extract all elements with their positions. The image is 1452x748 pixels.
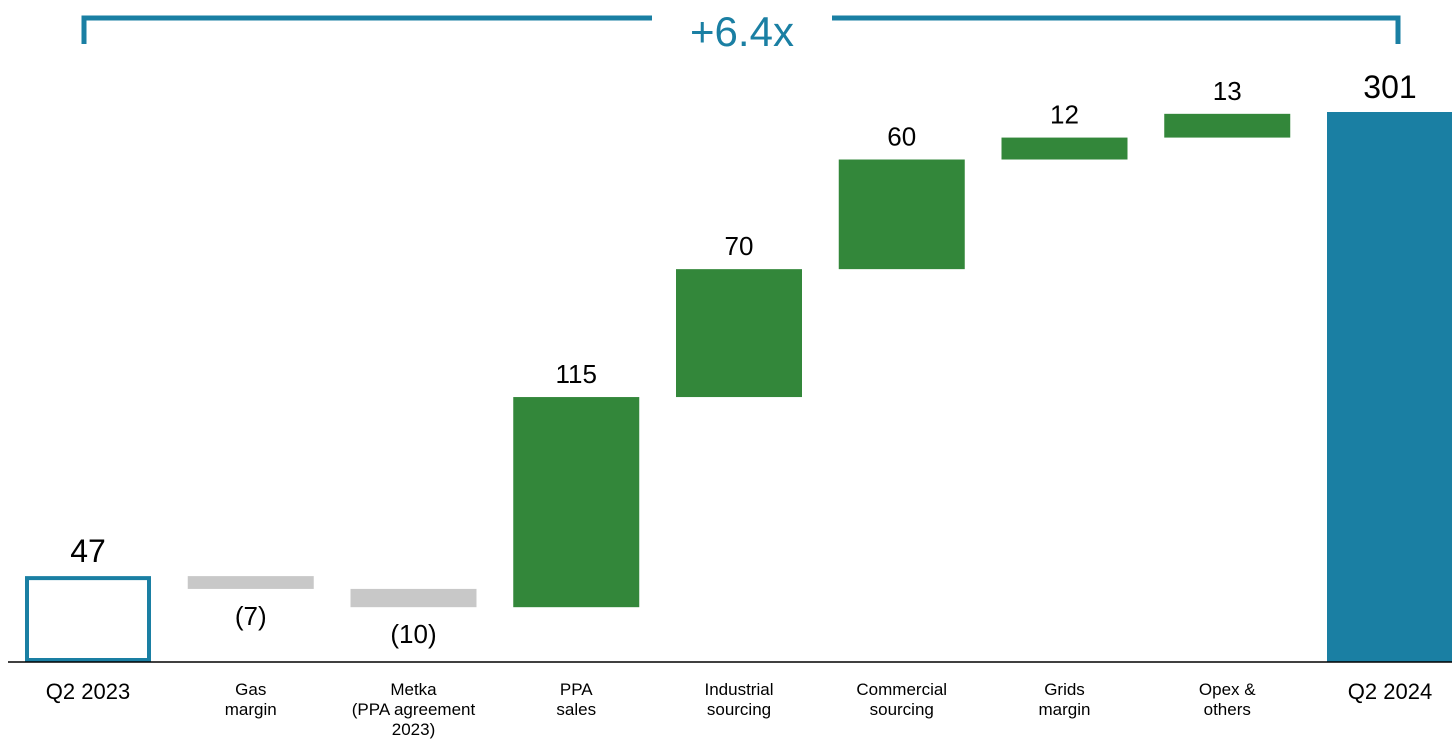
x-tick-label-9: Q2 2024 bbox=[1348, 679, 1432, 704]
data-label-2: (7) bbox=[235, 601, 267, 631]
bar-2 bbox=[187, 576, 314, 589]
bar-9 bbox=[1327, 112, 1452, 662]
x-tick-label-5: Industrial sourcing bbox=[705, 680, 774, 719]
bar-8 bbox=[1164, 113, 1291, 138]
x-tick-label-3: Metka (PPA agreement 2023) bbox=[352, 680, 476, 739]
x-tick-label-8: Opex & others bbox=[1199, 680, 1256, 719]
growth-bracket-right bbox=[832, 15, 1401, 44]
x-axis-tick-labels: Q2 2023 Gas margin Metka (PPA agreement 2023)… bbox=[46, 679, 1432, 739]
growth-bracket: +6.4x bbox=[81, 8, 1401, 55]
data-label-3: (10) bbox=[390, 619, 436, 649]
data-label-5: 70 bbox=[725, 231, 754, 261]
x-tick-label-2: Gas margin bbox=[225, 680, 277, 719]
bar-3 bbox=[350, 588, 477, 608]
data-label-9: 301 bbox=[1363, 69, 1416, 105]
data-label-4: 115 bbox=[556, 359, 597, 389]
data-label-1: 47 bbox=[70, 533, 106, 569]
bars bbox=[25, 112, 1452, 663]
bar-5 bbox=[676, 269, 802, 398]
x-tick-label-4: PPA sales bbox=[556, 680, 596, 719]
bar-7 bbox=[1001, 137, 1128, 160]
growth-annotation: +6.4x bbox=[690, 8, 794, 55]
data-labels: 47 (7) (10) 115 70 60 12 13 301 bbox=[70, 69, 1416, 649]
growth-bracket-left bbox=[81, 15, 652, 44]
bar-6 bbox=[838, 159, 965, 270]
x-tick-label-1: Q2 2023 bbox=[46, 679, 130, 704]
bar-4 bbox=[513, 397, 640, 608]
x-tick-label-7: Grids margin bbox=[1039, 680, 1091, 719]
x-tick-label-6: Commercial sourcing bbox=[856, 680, 947, 719]
data-label-8: 13 bbox=[1213, 76, 1242, 106]
data-label-6: 60 bbox=[887, 122, 916, 152]
data-label-7: 12 bbox=[1050, 100, 1079, 130]
bar-1 bbox=[25, 576, 151, 663]
